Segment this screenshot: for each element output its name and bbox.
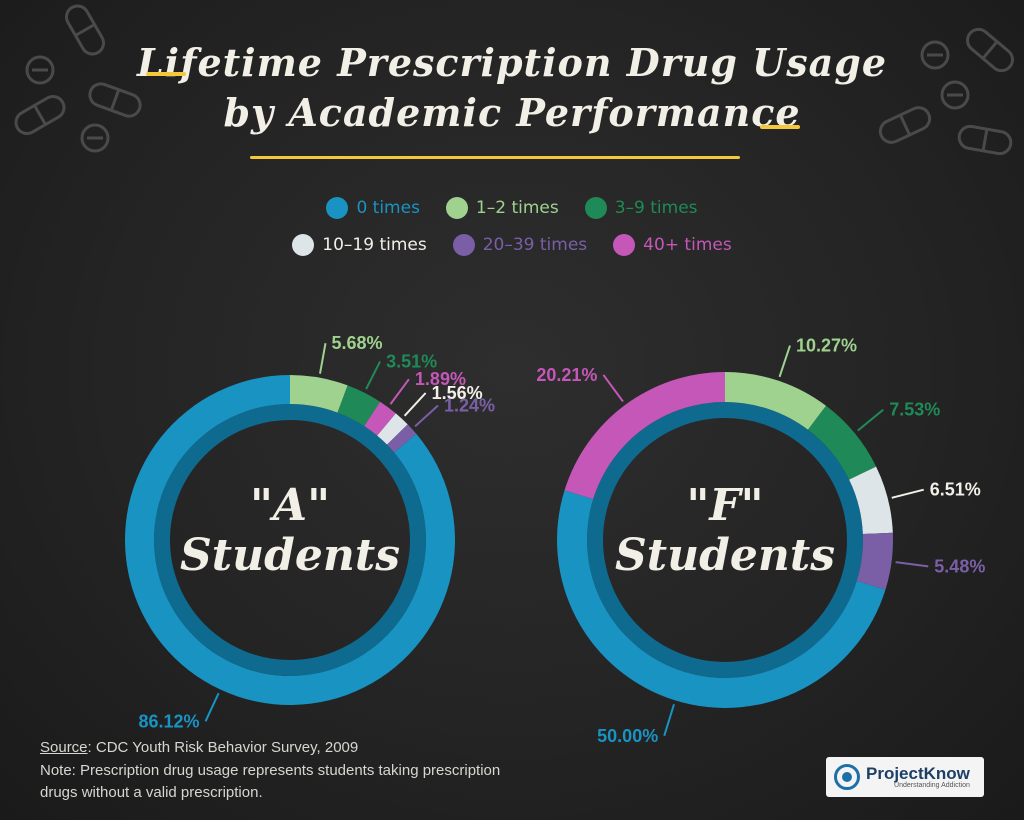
projectknow-logo[interactable]: ProjectKnow Understanding Addiction: [826, 757, 984, 797]
slice-label: 10.27%: [796, 336, 857, 356]
slice-leader-line: [414, 404, 439, 428]
note-line-1: Note: Prescription drug usage represents…: [40, 762, 501, 779]
legend-swatch: [326, 197, 349, 219]
slice-label: 5.68%: [331, 333, 382, 353]
legend-label: 0 times: [356, 198, 420, 218]
donut-inner-band: [587, 402, 863, 678]
center-label-letter: "F": [686, 480, 763, 531]
legend-label: 3–9 times: [614, 198, 698, 218]
legend-label: 1–2 times: [475, 198, 559, 218]
tablet-icon: [80, 123, 110, 153]
slice-leader-line: [895, 561, 929, 568]
slice-leader-line: [204, 692, 220, 722]
pill-icon: [88, 82, 142, 118]
slice-leader-line: [891, 488, 924, 499]
slice-label: 1.89%: [415, 369, 466, 389]
slice-label: 1.24%: [444, 395, 495, 415]
source-label: Source: [40, 739, 88, 756]
slice-label: 20.21%: [536, 365, 597, 385]
note-line-2: drugs without a valid prescription.: [40, 784, 263, 801]
pill-icon: [65, 4, 105, 56]
center-label-students: Students: [180, 530, 400, 581]
donut-inner-band: [154, 404, 426, 676]
legend-item: 1–2 times: [445, 197, 559, 219]
donut-slice: [364, 401, 396, 436]
title-line-2: by Academic Performance: [223, 90, 801, 135]
slice-leader-line: [365, 360, 381, 390]
legend-item: 40+ times: [613, 234, 732, 256]
logo-brain-icon: [834, 764, 860, 790]
source-line: Source: CDC Youth Risk Behavior Survey, …: [40, 739, 358, 756]
legend-swatch: [452, 234, 475, 256]
logo-name: ProjectKnow: [866, 764, 970, 783]
slice-leader-line: [857, 408, 884, 432]
slice-leader-line: [602, 374, 624, 403]
source-text: : CDC Youth Risk Behavior Survey, 2009: [87, 739, 359, 756]
tablet-icon: [940, 80, 970, 110]
donut-slice: [725, 372, 827, 430]
slice-label: 3.51%: [386, 351, 437, 371]
tablet-icon: [25, 55, 55, 85]
donut-slice: [849, 466, 893, 535]
center-label-letter: "A": [250, 480, 330, 531]
logo-tagline: Understanding Addiction: [894, 782, 970, 789]
title-underline: [250, 156, 740, 159]
donut-slice: [387, 424, 417, 453]
donut-slice: [856, 532, 893, 590]
legend-item: 0 times: [326, 197, 420, 219]
donut-slice: [557, 490, 886, 708]
center-label-students: Students: [615, 530, 835, 581]
slice-leader-line: [663, 703, 675, 737]
slice-label: 1.56%: [432, 383, 483, 403]
legend-row-1: 0 times 1–2 times 3–9 times: [0, 197, 1024, 219]
legend-label: 10–19 times: [322, 235, 427, 255]
legend-swatch: [445, 197, 468, 219]
slice-leader-line: [778, 345, 791, 378]
pill-icon: [957, 124, 1013, 156]
donut-slice: [807, 405, 877, 480]
legend-label: 20–39 times: [482, 235, 588, 255]
slice-leader-line: [389, 378, 410, 405]
title-dash-right: [760, 125, 800, 129]
title-line-1: Lifetime Prescription Drug Usage: [136, 40, 888, 85]
donut-slice: [377, 413, 408, 445]
donut-slice: [564, 372, 725, 500]
slice-label: 86.12%: [138, 711, 199, 731]
legend-item: 3–9 times: [584, 197, 698, 219]
legend-label: 40+ times: [643, 235, 732, 255]
slice-label: 50.00%: [597, 726, 658, 746]
slice-leader-line: [403, 392, 427, 417]
legend-swatch: [292, 234, 315, 256]
pill-icon: [966, 27, 1014, 73]
donut-slice: [290, 375, 348, 413]
legend-swatch: [584, 197, 607, 219]
slice-label: 5.48%: [934, 556, 985, 576]
slice-label: 6.51%: [930, 480, 981, 500]
pill-icon: [878, 106, 932, 144]
slice-label: 7.53%: [889, 400, 940, 420]
slice-leader-line: [319, 342, 327, 374]
legend-item: 20–39 times: [452, 234, 588, 256]
legend-row-2: 10–19 times 20–39 times 40+ times: [0, 234, 1024, 256]
pill-icon: [14, 95, 66, 135]
title-dash-left: [146, 72, 186, 76]
legend-item: 10–19 times: [292, 234, 427, 256]
legend-swatch: [613, 234, 636, 256]
donut-slice: [337, 385, 381, 427]
tablet-icon: [920, 40, 950, 70]
